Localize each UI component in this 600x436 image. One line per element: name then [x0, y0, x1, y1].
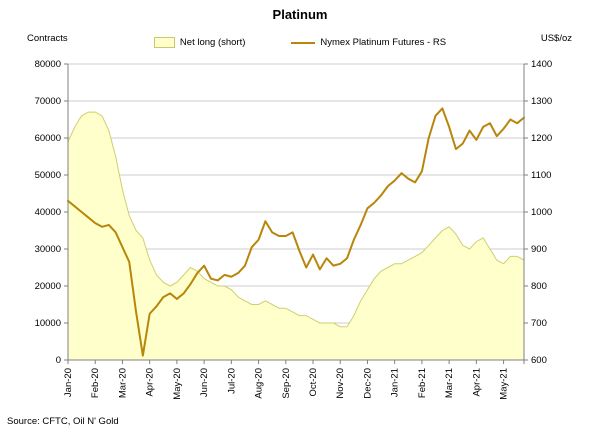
svg-text:800: 800 [531, 281, 547, 292]
svg-text:Sep-20: Sep-20 [281, 368, 292, 399]
svg-text:Feb-20: Feb-20 [90, 368, 101, 398]
legend-label-futures: Nymex Platinum Futures - RS [320, 37, 447, 48]
svg-text:1300: 1300 [531, 96, 552, 107]
svg-text:May-20: May-20 [172, 368, 183, 400]
svg-text:900: 900 [531, 244, 547, 255]
legend-item-futures: Nymex Platinum Futures - RS [291, 37, 446, 48]
svg-text:1000: 1000 [531, 207, 552, 218]
legend-item-net-long: Net long (short) [153, 37, 246, 48]
svg-text:700: 700 [531, 318, 547, 329]
svg-text:50000: 50000 [35, 170, 61, 181]
svg-text:600: 600 [531, 355, 547, 366]
line-swatch-icon [291, 41, 316, 44]
legend: Net long (short) Nymex Platinum Futures … [0, 37, 600, 48]
svg-text:Jun-20: Jun-20 [199, 368, 210, 397]
area-swatch-icon [153, 37, 175, 48]
svg-text:Oct-20: Oct-20 [308, 368, 319, 397]
svg-text:1400: 1400 [531, 59, 552, 70]
svg-text:80000: 80000 [35, 59, 61, 70]
svg-text:May-21: May-21 [499, 368, 510, 400]
svg-text:60000: 60000 [35, 133, 61, 144]
x-axis-labels: Jan-20 Feb-20 Mar-20 Apr-20 May-20 Jun-20 Jul-… [63, 360, 525, 400]
svg-text:Mar-21: Mar-21 [444, 368, 455, 398]
futures-line-series [67, 107, 525, 357]
right-axis-labels: 600 700 800 900 1000 1100 1200 1300 1400 [524, 59, 552, 366]
svg-text:Apr-21: Apr-21 [471, 368, 482, 397]
svg-text:70000: 70000 [35, 96, 61, 107]
svg-text:40000: 40000 [35, 207, 61, 218]
svg-text:0: 0 [56, 355, 61, 366]
svg-text:Jan-20: Jan-20 [63, 368, 74, 397]
svg-text:30000: 30000 [35, 244, 61, 255]
svg-text:Dec-20: Dec-20 [362, 368, 373, 399]
svg-text:1100: 1100 [531, 170, 551, 181]
svg-text:Feb-21: Feb-21 [417, 368, 428, 398]
legend-label-net-long: Net long (short) [179, 37, 246, 48]
svg-text:Jul-20: Jul-20 [226, 368, 237, 394]
svg-text:Mar-20: Mar-20 [117, 368, 128, 398]
svg-text:Nov-20: Nov-20 [335, 368, 346, 399]
svg-text:1200: 1200 [531, 133, 552, 144]
left-axis-title: Contracts [27, 33, 68, 44]
svg-text:20000: 20000 [35, 281, 61, 292]
left-axis-labels: 0 10000 20000 30000 40000 50000 60000 70000 8000… [35, 59, 68, 366]
svg-text:Apr-20: Apr-20 [145, 368, 156, 397]
net-long-area-series [67, 111, 525, 361]
svg-text:Aug-20: Aug-20 [254, 368, 265, 399]
svg-text:Jan-21: Jan-21 [390, 368, 401, 397]
source-note: Source: CFTC, Oil N' Gold [7, 416, 119, 427]
chart-title: Platinum [272, 7, 328, 22]
right-axis-title: US$/oz [540, 33, 572, 44]
svg-text:10000: 10000 [35, 318, 61, 329]
